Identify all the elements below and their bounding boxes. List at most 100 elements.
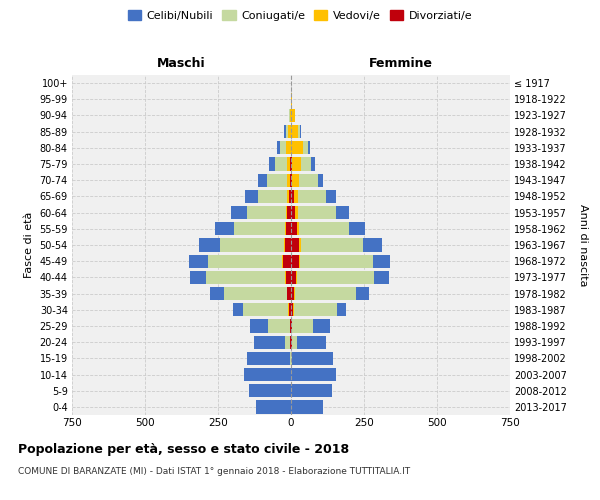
Bar: [291, 222, 297, 235]
Bar: [313, 320, 329, 332]
Bar: [287, 287, 291, 300]
Bar: [308, 141, 310, 154]
Bar: [291, 303, 293, 316]
Bar: [224, 287, 287, 300]
Bar: [317, 174, 323, 187]
Bar: [291, 254, 299, 268]
Bar: [290, 352, 291, 365]
Bar: [268, 320, 290, 332]
Bar: [286, 222, 291, 235]
Bar: [291, 125, 298, 138]
Bar: [298, 206, 336, 220]
Bar: [210, 287, 224, 300]
Bar: [291, 400, 323, 413]
Bar: [286, 125, 288, 138]
Bar: [215, 222, 234, 235]
Bar: [301, 158, 311, 170]
Bar: [291, 270, 296, 284]
Bar: [288, 125, 291, 138]
Bar: [286, 270, 291, 284]
Bar: [326, 190, 336, 203]
Bar: [220, 238, 284, 252]
Bar: [294, 190, 298, 203]
Bar: [233, 303, 243, 316]
Bar: [299, 238, 301, 252]
Bar: [284, 238, 291, 252]
Bar: [284, 125, 286, 138]
Bar: [300, 254, 373, 268]
Bar: [275, 158, 287, 170]
Bar: [208, 254, 282, 268]
Bar: [297, 336, 326, 349]
Bar: [283, 254, 291, 268]
Bar: [256, 400, 291, 413]
Bar: [291, 141, 303, 154]
Bar: [291, 368, 336, 381]
Bar: [292, 174, 299, 187]
Bar: [291, 109, 295, 122]
Bar: [199, 238, 220, 252]
Bar: [337, 303, 346, 316]
Bar: [336, 206, 349, 220]
Bar: [292, 352, 333, 365]
Bar: [299, 222, 349, 235]
Bar: [287, 158, 290, 170]
Bar: [287, 206, 291, 220]
Bar: [292, 158, 301, 170]
Bar: [303, 141, 308, 154]
Y-axis label: Fasce di età: Fasce di età: [24, 212, 34, 278]
Bar: [300, 125, 301, 138]
Bar: [190, 270, 206, 284]
Bar: [247, 206, 286, 220]
Bar: [248, 384, 291, 398]
Bar: [289, 190, 291, 203]
Bar: [290, 174, 291, 187]
Bar: [295, 206, 298, 220]
Bar: [230, 206, 247, 220]
Bar: [291, 320, 292, 332]
Bar: [373, 254, 389, 268]
Bar: [292, 320, 313, 332]
Bar: [247, 352, 290, 365]
Bar: [245, 190, 258, 203]
Bar: [243, 303, 289, 316]
Bar: [291, 190, 294, 203]
Text: Femmine: Femmine: [368, 57, 433, 70]
Bar: [284, 336, 290, 349]
Bar: [297, 222, 299, 235]
Bar: [287, 174, 290, 187]
Bar: [299, 254, 300, 268]
Bar: [254, 336, 284, 349]
Bar: [290, 320, 291, 332]
Text: Maschi: Maschi: [157, 57, 206, 70]
Bar: [292, 336, 297, 349]
Text: Popolazione per età, sesso e stato civile - 2018: Popolazione per età, sesso e stato civil…: [18, 442, 349, 456]
Bar: [301, 238, 364, 252]
Bar: [291, 384, 332, 398]
Bar: [295, 287, 356, 300]
Bar: [298, 125, 300, 138]
Bar: [291, 287, 294, 300]
Bar: [206, 270, 285, 284]
Bar: [291, 174, 292, 187]
Bar: [290, 109, 291, 122]
Bar: [291, 92, 292, 106]
Legend: Celibi/Nubili, Coniugati/e, Vedovi/e, Divorziati/e: Celibi/Nubili, Coniugati/e, Vedovi/e, Di…: [124, 6, 476, 25]
Bar: [289, 303, 291, 316]
Text: COMUNE DI BARANZATE (MI) - Dati ISTAT 1° gennaio 2018 - Elaborazione TUTTITALIA.: COMUNE DI BARANZATE (MI) - Dati ISTAT 1°…: [18, 468, 410, 476]
Bar: [374, 270, 389, 284]
Bar: [285, 222, 286, 235]
Bar: [287, 190, 289, 203]
Bar: [277, 141, 280, 154]
Y-axis label: Anni di nascita: Anni di nascita: [578, 204, 588, 286]
Bar: [286, 206, 287, 220]
Bar: [286, 141, 291, 154]
Bar: [234, 222, 285, 235]
Bar: [250, 320, 268, 332]
Bar: [298, 190, 326, 203]
Bar: [258, 190, 287, 203]
Bar: [189, 254, 208, 268]
Bar: [267, 174, 287, 187]
Bar: [294, 303, 337, 316]
Bar: [364, 238, 382, 252]
